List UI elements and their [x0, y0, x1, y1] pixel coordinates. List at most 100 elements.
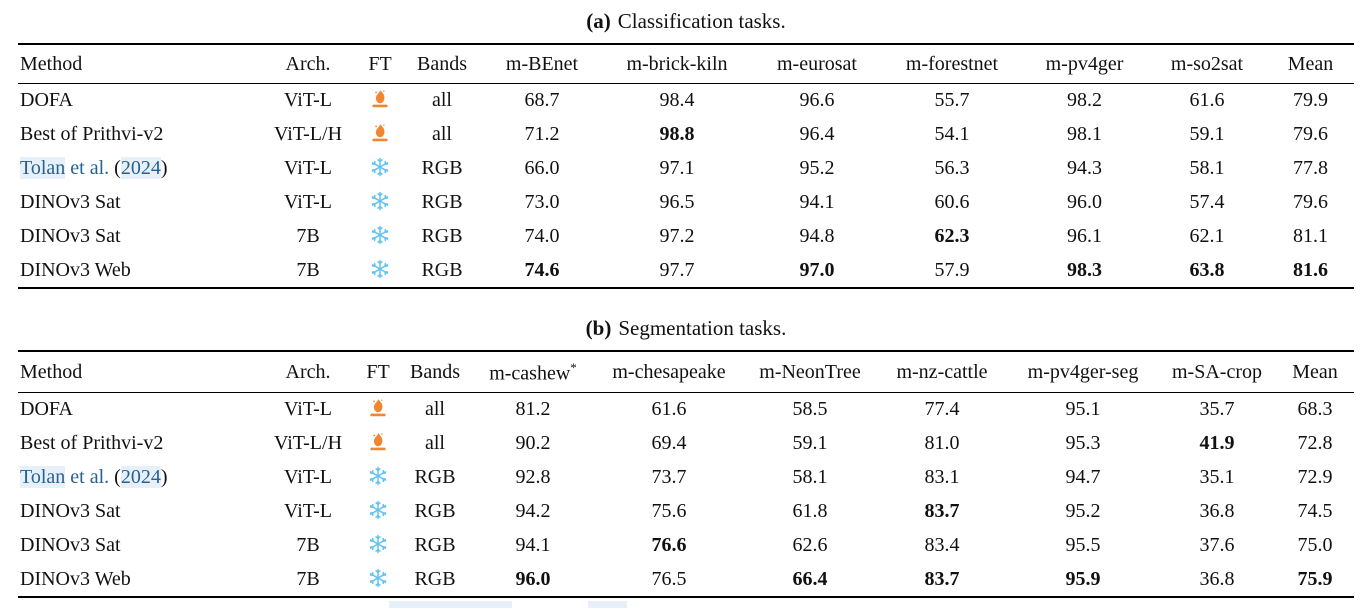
method-cell: Best of Prithvi-v2	[20, 123, 164, 145]
score-cell: 96.0	[1067, 191, 1102, 213]
method-cell: DOFA	[20, 89, 73, 112]
score-cell: 37.6	[1199, 534, 1235, 557]
score-cell: 83.7	[924, 567, 960, 590]
score-cell: 94.8	[799, 225, 835, 247]
score-cell: 68.3	[1297, 398, 1333, 421]
score-cell: 61.8	[792, 500, 828, 523]
score-cell: 77.8	[1293, 157, 1328, 179]
score-cell: 81.0	[924, 432, 960, 455]
score-cell: 62.3	[934, 225, 970, 247]
arch-cell: ViT-L	[283, 191, 333, 213]
score-cell: 95.3	[1065, 432, 1101, 455]
score-cell: 61.6	[651, 398, 687, 421]
column-header-m-sa-crop: m-SA-crop	[1158, 350, 1276, 394]
table-row: DOFA ViT-L all 81.2 61.6 58.5 77.4 95.1 35.7 68.3	[18, 393, 1354, 427]
citation-segment: (	[114, 466, 121, 489]
score-cell: 75.6	[651, 500, 687, 523]
method-citation-link[interactable]: Tolan et al. (2024)	[18, 461, 258, 495]
arch-cell: ViT-L	[283, 466, 333, 489]
score-cell: 59.1	[792, 432, 828, 455]
column-header-bands: Bands	[398, 350, 472, 394]
bands-cell: all	[425, 398, 445, 421]
score-cell: 74.6	[524, 258, 560, 281]
score-cell: 98.4	[659, 89, 695, 112]
score-cell: 94.7	[1065, 466, 1101, 489]
score-cell: 96.6	[799, 89, 835, 112]
score-cell: 58.1	[792, 466, 828, 489]
score-cell: 81.2	[515, 398, 551, 421]
column-header-mean: Mean	[1276, 350, 1354, 394]
snowflake-icon	[368, 466, 388, 486]
score-cell: 97.0	[799, 258, 835, 281]
arch-cell: ViT-L	[283, 157, 333, 179]
score-cell: 95.2	[1065, 500, 1101, 523]
score-cell: 79.9	[1293, 89, 1328, 112]
column-header-bands: Bands	[402, 44, 482, 84]
score-cell: 98.2	[1067, 89, 1102, 112]
column-header-m-so2sat: m-so2sat	[1147, 44, 1267, 84]
ft-cell	[358, 84, 402, 118]
table-a-caption-text: Classification tasks.	[617, 9, 786, 33]
score-cell: 55.7	[934, 89, 970, 112]
score-cell: 75.9	[1297, 567, 1333, 590]
bands-cell: RGB	[421, 191, 463, 213]
score-cell: 98.8	[659, 123, 695, 145]
method-citation-link[interactable]: Tolan et al. (2024)	[18, 152, 258, 186]
score-cell: 72.9	[1297, 466, 1333, 489]
citation-segment: 2024	[120, 157, 161, 179]
snowflake-icon	[370, 191, 390, 211]
score-cell: 36.8	[1199, 567, 1235, 590]
ft-cell	[358, 186, 402, 220]
arch-cell: ViT-L	[283, 500, 333, 523]
score-cell: 61.6	[1189, 89, 1225, 112]
table-b-caption-label: (b)	[585, 315, 612, 340]
column-header-m-pv4ger: m-pv4ger	[1022, 44, 1147, 84]
table-row: DINOv3 Sat 7B RGB 94.1 76.6 62.6 83.4 95.5 37.6 7…	[18, 529, 1354, 563]
ft-cell	[358, 495, 398, 529]
table-segmentation: Method Arch. FT Bands m-cashew* m-chesapeake m…	[18, 349, 1354, 598]
score-cell: 69.4	[651, 432, 687, 455]
score-cell: 81.6	[1293, 258, 1328, 281]
score-cell: 83.7	[924, 500, 960, 523]
score-cell: 97.1	[659, 157, 695, 179]
bands-cell: all	[425, 432, 445, 455]
score-cell: 66.4	[792, 567, 828, 590]
flame-icon	[368, 432, 388, 452]
table-b-caption-text: Segmentation tasks.	[618, 315, 787, 340]
ft-cell	[358, 393, 398, 427]
column-header-m-pv4ger-seg: m-pv4ger-seg	[1008, 350, 1158, 394]
score-cell: 77.4	[924, 398, 960, 421]
score-cell: 95.2	[799, 157, 835, 179]
arch-cell: ViT-L	[283, 89, 333, 112]
ft-cell	[358, 254, 402, 288]
score-cell: 95.5	[1065, 534, 1101, 557]
snowflake-icon	[368, 568, 388, 588]
table-row: DINOv3 Web 7B RGB 74.6 97.7 97.0 57.9 98.3 63.8 8…	[18, 254, 1354, 288]
method-cell: DINOv3 Sat	[20, 191, 121, 213]
score-cell: 96.0	[515, 567, 551, 590]
flame-icon	[370, 123, 390, 143]
table-row: DOFA ViT-L all 68.7 98.4 96.6 55.7 98.2 61.6 79.9	[18, 84, 1354, 118]
column-header-m-eurosat: m-eurosat	[752, 44, 882, 84]
snowflake-icon	[370, 259, 390, 279]
score-cell: 96.4	[799, 123, 835, 145]
score-cell: 35.7	[1199, 398, 1235, 421]
score-cell: 92.8	[515, 466, 551, 489]
header-row: Method Arch. FT Bands m-cashew* m-chesapeake m…	[18, 350, 1354, 394]
arch-cell: ViT-L/H	[273, 123, 343, 145]
table-a-caption: (a) Classification tasks.	[0, 0, 1372, 34]
snowflake-icon	[368, 500, 388, 520]
score-cell: 63.8	[1189, 258, 1225, 281]
column-header-mean: Mean	[1267, 44, 1354, 84]
score-cell: 56.3	[934, 157, 970, 179]
table-row: Tolan et al. (2024) ViT-L RGB 92.8 73.7 58.1 8…	[18, 461, 1354, 495]
table-row: Tolan et al. (2024) ViT-L RGB 66.0 97.1 95.2 5…	[18, 152, 1354, 186]
score-cell: 36.8	[1199, 500, 1235, 523]
bands-cell: RGB	[414, 567, 456, 590]
score-cell: 62.1	[1189, 225, 1225, 247]
score-cell: 94.1	[799, 191, 835, 213]
bands-cell: RGB	[421, 225, 463, 247]
ft-cell	[358, 152, 402, 186]
score-cell: 73.0	[524, 191, 560, 213]
